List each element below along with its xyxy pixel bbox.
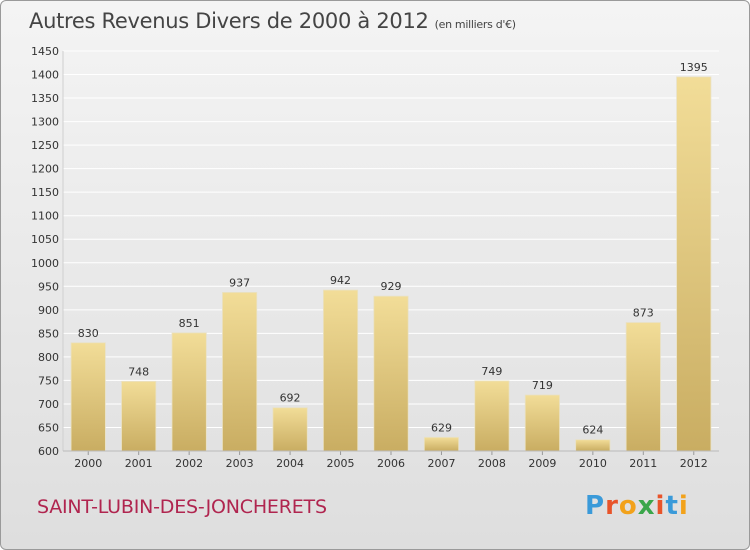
x-tick-label: 2008 [478,457,506,470]
y-tick-label: 1300 [31,116,59,129]
bar [272,407,308,452]
data-label: 749 [481,365,502,378]
x-tick-label: 2010 [579,457,607,470]
y-tick-label: 600 [38,445,59,458]
data-label: 719 [532,379,553,392]
data-label: 830 [78,327,99,340]
data-label: 748 [128,365,149,378]
y-tick-label: 700 [38,398,59,411]
data-label: 624 [582,424,603,437]
bar [474,380,510,452]
x-tick-label: 2005 [327,457,355,470]
proxiti-logo: Proxiti [585,491,689,521]
data-label: 937 [229,276,250,289]
logo-letter: x [637,491,656,521]
bar [70,342,106,452]
bar [575,439,611,452]
logo-letter: t [665,491,679,521]
y-tick-label: 900 [38,304,59,317]
bar [222,292,258,452]
y-tick-label: 850 [38,327,59,340]
data-label: 851 [179,317,200,330]
commune-name: SAINT-LUBIN-DES-JONCHERETS [37,496,327,518]
x-tick-label: 2002 [175,457,203,470]
x-tick-label: 2009 [528,457,556,470]
data-label: 873 [633,307,654,320]
x-tick-label: 2012 [680,457,708,470]
y-tick-label: 1250 [31,139,59,152]
logo-letter: i [678,491,689,521]
value-labels: 830 748 851 937 692 942 929 629 749 719 624 873 1395 [78,61,708,437]
y-tick-label: 1400 [31,69,59,82]
bar [373,295,409,452]
x-tick-label: 2000 [74,457,102,470]
y-tick-label: 1150 [31,186,59,199]
logo-letter: r [605,491,619,521]
bar [171,332,207,452]
x-tick-label: 2004 [276,457,304,470]
y-tick-label: 800 [38,351,59,364]
unit-label: (en milliers d'€) [434,18,516,31]
data-label: 692 [280,392,301,405]
x-tick-label: 2006 [377,457,405,470]
logo-letter: P [585,491,606,521]
logo-letter: i [655,491,666,521]
bar [625,322,661,452]
x-tick-labels: 2000 2001 2002 2003 2004 2005 2006 2007 2008 2009… [63,450,719,470]
bar [524,394,560,452]
title-text: Autres Revenus Divers de 2000 à 2012 [29,9,429,33]
bar [676,76,712,452]
y-tick-label: 1050 [31,233,59,246]
bars [70,76,712,452]
chart-title: Autres Revenus Divers de 2000 à 2012 (en … [29,9,516,33]
bar [121,380,157,452]
bar [423,436,460,452]
y-tick-label: 950 [38,280,59,293]
y-tick-label: 1350 [31,92,59,105]
data-label: 942 [330,274,351,287]
bar [322,289,359,452]
data-label: 929 [381,280,402,293]
x-tick-label: 2001 [125,457,153,470]
y-tick-labels: 600 650 700 750 800 850 900 950 1000 1050 1100 1150… [31,45,59,458]
logo-letter: o [618,491,638,521]
x-tick-label: 2003 [226,457,254,470]
y-tick-label: 1200 [31,163,59,176]
y-tick-label: 650 [38,421,59,434]
x-tick-label: 2007 [427,457,455,470]
data-label: 629 [431,421,452,434]
y-tick-label: 1100 [31,210,59,223]
y-tick-label: 1450 [31,45,59,58]
x-tick-label: 2011 [629,457,657,470]
data-label: 1395 [680,61,708,74]
y-tick-label: 750 [38,374,59,387]
y-tick-label: 1000 [31,257,59,270]
